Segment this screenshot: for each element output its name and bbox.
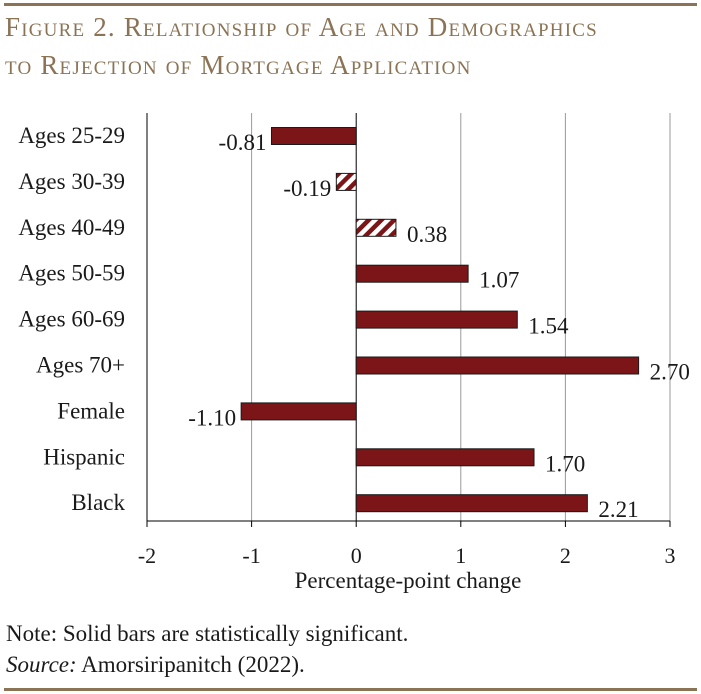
x-tick-label: -2 [138, 543, 156, 568]
value-label: -0.81 [219, 130, 267, 155]
bar-solid [355, 264, 469, 283]
x-axis-label: Percentage-point change [295, 568, 522, 593]
bar-hatched [355, 218, 397, 237]
chart-title-line-1: Figure 2. Relationship of Age and Demogr… [5, 12, 598, 42]
label-layer: -2 -1 0 1 2 3 Percentage-point change Ages 25-2… [18, 123, 690, 593]
value-label: 2.21 [598, 497, 638, 522]
category-label: Female [57, 398, 125, 423]
bar-solid [355, 494, 588, 513]
bar-hatched [335, 172, 357, 191]
value-label: 1.70 [545, 451, 585, 476]
category-label: Ages 25-29 [18, 123, 125, 148]
bar-chart: -2 -1 0 1 2 3 Percentage-point change Ages 25-2… [18, 113, 690, 593]
category-label: Ages 50-59 [18, 261, 125, 286]
category-label: Ages 70+ [36, 353, 125, 378]
bar-solid [355, 310, 518, 329]
value-label: 2.70 [650, 360, 690, 385]
bar-solid [355, 356, 640, 375]
bar-layer [240, 127, 640, 513]
bar-solid [270, 127, 357, 145]
top-rule [4, 3, 697, 6]
bar-solid [355, 448, 535, 467]
category-label: Black [71, 490, 125, 515]
x-tick-label: -1 [242, 543, 260, 568]
x-tick-label: 2 [560, 543, 571, 568]
x-tick-label: 3 [665, 543, 676, 568]
source-text: Amorsiripanitch (2022). [76, 652, 305, 677]
value-label: 0.38 [407, 222, 447, 247]
bar-solid [240, 402, 357, 421]
category-label: Ages 60-69 [18, 307, 125, 332]
value-label: 1.54 [528, 314, 569, 339]
value-label: -0.19 [283, 176, 331, 201]
chart-note: Note: Solid bars are statistically signi… [6, 621, 409, 646]
category-label: Hispanic [43, 444, 125, 469]
value-label: 1.07 [479, 268, 519, 293]
value-label: -1.10 [188, 405, 236, 430]
x-tick-label: 1 [455, 543, 466, 568]
source-label: Source: [6, 652, 77, 677]
category-label: Ages 30-39 [18, 169, 125, 194]
bottom-rule [4, 688, 697, 691]
chart-source: Source: Amorsiripanitch (2022). [6, 652, 305, 678]
x-tick-label: 0 [351, 543, 362, 568]
chart-title-line-2: to Rejection of Mortgage Application [5, 50, 472, 80]
category-label: Ages 40-49 [18, 215, 125, 240]
